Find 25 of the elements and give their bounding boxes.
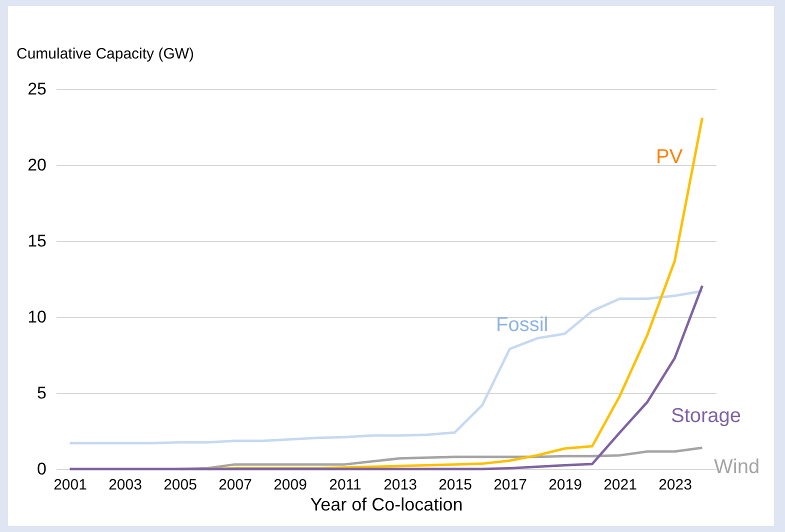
- y-tick-label: 0: [37, 460, 46, 478]
- y-tick-label: 25: [28, 80, 46, 98]
- series-label: Fossil: [496, 314, 548, 336]
- y-tick-label: 5: [37, 384, 46, 402]
- series-label: PV: [656, 146, 684, 168]
- x-tick-label: 2011: [329, 476, 362, 494]
- x-tick-label: 2021: [604, 476, 637, 494]
- y-axis-title: Cumulative Capacity (GW): [16, 46, 194, 62]
- x-tick-label: 2005: [164, 476, 197, 494]
- x-tick-label: 2001: [54, 476, 87, 494]
- x-tick-label: 2007: [218, 476, 252, 494]
- x-tick-label: 2003: [108, 476, 142, 494]
- x-tick-label: 2015: [438, 476, 472, 494]
- y-tick-label: 20: [28, 156, 46, 174]
- x-tick-label: 2017: [494, 476, 527, 494]
- x-axis-title: Year of Co-location: [310, 494, 463, 514]
- x-tick-label: 2019: [548, 476, 582, 494]
- x-tick-label: 2009: [274, 476, 307, 494]
- x-tick-label: 2023: [658, 476, 692, 494]
- series-label: Storage: [671, 405, 742, 427]
- series-label: Wind: [714, 456, 760, 478]
- line-series: [178, 446, 704, 470]
- y-tick-label: 10: [28, 308, 46, 326]
- y-tick-label: 15: [28, 232, 46, 250]
- x-tick-label: 2013: [384, 476, 417, 494]
